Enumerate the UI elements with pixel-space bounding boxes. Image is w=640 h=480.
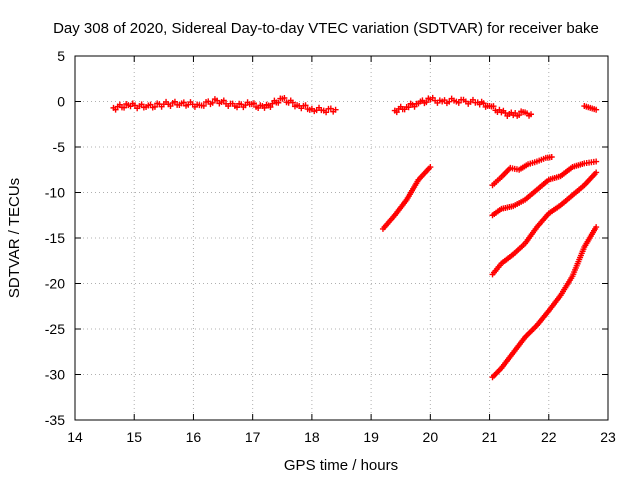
data-point — [261, 104, 268, 111]
data-point — [209, 99, 216, 106]
data-point — [593, 169, 600, 176]
y-tick-label: 0 — [57, 94, 65, 110]
series-segment-1 — [110, 95, 339, 116]
y-tick-label: -10 — [45, 185, 65, 201]
x-tick-label: 23 — [600, 429, 616, 445]
data-point — [593, 158, 600, 165]
axis-ticks: 14 15 16 17 18 19 20 21 22 23 5 0 -5 -10 -15 -20 -25 -30 -… — [45, 48, 616, 445]
data-point — [455, 99, 462, 106]
data-point — [423, 99, 430, 106]
data-point — [200, 102, 207, 109]
data-point — [220, 97, 227, 104]
data-point — [289, 99, 296, 106]
data-point — [441, 97, 448, 104]
x-tick-label: 14 — [67, 429, 83, 445]
x-tick-label: 17 — [245, 429, 261, 445]
data-point — [167, 103, 174, 110]
x-tick-label: 18 — [304, 429, 320, 445]
x-tick-label: 21 — [482, 429, 498, 445]
series-segment-4 — [379, 164, 434, 232]
x-axis-label: GPS time / hours — [284, 457, 398, 474]
series-segment-7 — [489, 169, 600, 278]
data-point — [281, 95, 288, 102]
y-tick-label: -15 — [45, 230, 65, 246]
data-point — [405, 104, 412, 111]
series-segment-2 — [391, 94, 535, 119]
data-point — [112, 106, 119, 113]
series-segment-6 — [489, 158, 600, 219]
data-point — [121, 104, 128, 111]
y-tick-label: -30 — [45, 367, 65, 383]
data-point — [302, 102, 309, 109]
y-axis-label: SDTVAR / TECUs — [6, 178, 23, 298]
x-tick-label: 22 — [541, 429, 557, 445]
series-segment-5 — [489, 154, 555, 189]
data-point — [548, 154, 555, 161]
data-point — [593, 106, 600, 113]
data-point — [267, 104, 274, 111]
data-point — [151, 103, 158, 110]
x-tick-label: 19 — [363, 429, 379, 445]
data-point — [593, 224, 600, 231]
x-tick-label: 15 — [126, 429, 142, 445]
chart-title: Day 308 of 2020, Sidereal Day-to-day VTE… — [53, 20, 599, 37]
x-tick-label: 20 — [423, 429, 439, 445]
data-point — [234, 104, 241, 111]
y-tick-label: -25 — [45, 321, 65, 337]
y-tick-label: -5 — [53, 139, 66, 155]
data-point — [490, 103, 497, 110]
data-point — [327, 105, 334, 112]
y-tick-label: -20 — [45, 276, 65, 292]
y-tick-label: -35 — [45, 412, 65, 428]
series-segment-3 — [581, 103, 600, 113]
plot-frame — [74, 55, 609, 421]
data-point — [180, 99, 187, 106]
data-point — [528, 111, 535, 118]
data-point — [323, 109, 330, 116]
data-point — [427, 164, 434, 171]
data-point — [516, 112, 523, 119]
x-tick-label: 16 — [186, 429, 202, 445]
data-point — [393, 109, 400, 116]
data-point — [480, 100, 487, 107]
y-tick-label: 5 — [57, 48, 65, 64]
data-point — [446, 98, 453, 105]
data-marks — [110, 94, 600, 381]
series-segment-8 — [489, 224, 600, 381]
data-point — [332, 106, 339, 113]
data-point — [171, 98, 178, 105]
data-point — [275, 99, 282, 106]
data-point — [138, 101, 145, 108]
data-point — [250, 100, 257, 107]
data-point — [502, 109, 509, 116]
